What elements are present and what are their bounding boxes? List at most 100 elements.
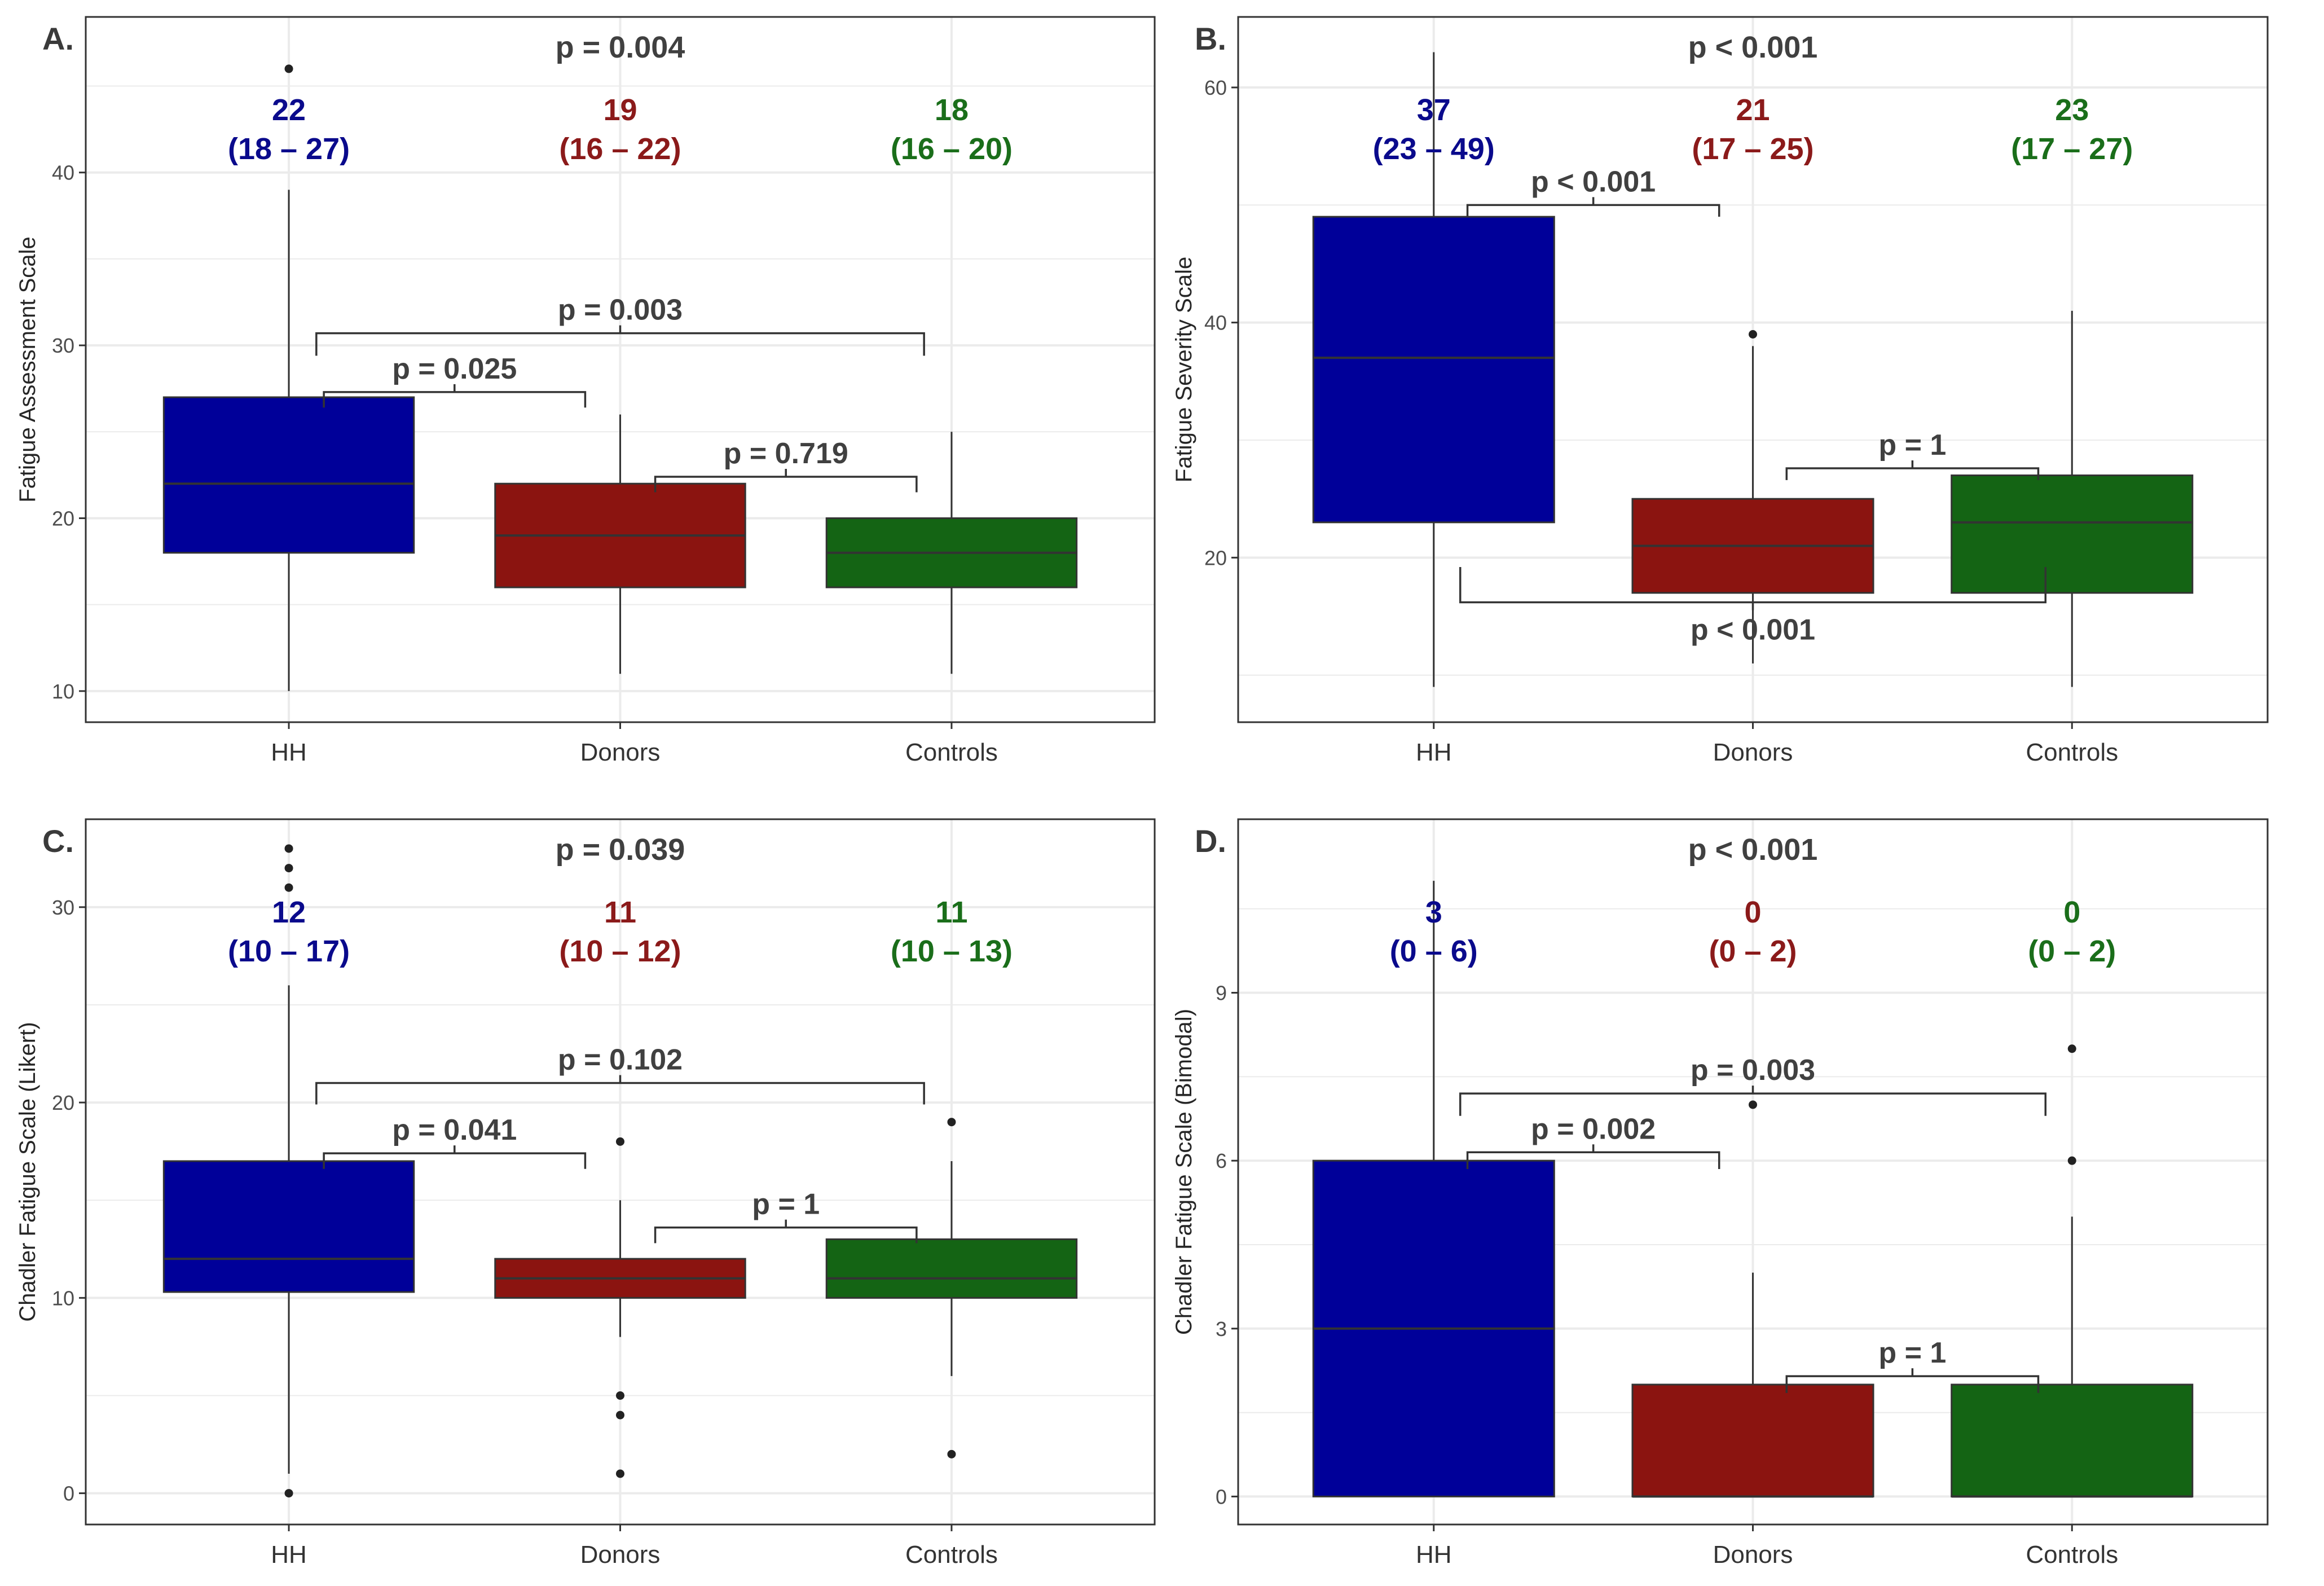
overall-p-value: p = 0.039 (556, 833, 685, 867)
y-tick-label: 0 (63, 1482, 74, 1505)
y-tick-label: 40 (52, 161, 74, 184)
box-hh (162, 844, 415, 1498)
median-label-donors: 11 (604, 895, 636, 929)
median-label-hh: 22 (272, 93, 306, 127)
box-body (1631, 1383, 1874, 1497)
y-axis-title: Chadler Fatigue Scale (Likert) (15, 1022, 40, 1321)
box-donors (494, 414, 746, 674)
median-label-donors: 19 (603, 93, 637, 127)
y-tick-label: 9 (1216, 982, 1227, 1005)
overall-p-value: p < 0.001 (1688, 833, 1818, 867)
iqr-label-donors: (17 – 25) (1692, 132, 1814, 166)
y-tick-label: 0 (1216, 1485, 1227, 1508)
x-tick-label-hh: HH (271, 739, 307, 766)
iqr-label-donors: (0 – 2) (1709, 934, 1797, 968)
outlier-point (616, 1411, 624, 1420)
bracket-line (654, 1219, 918, 1244)
plot-area: p < 0.001 p = 1 p < 0.001 (1238, 17, 2268, 722)
comparison-p-value: p < 0.001 (1531, 165, 1656, 198)
bracket-line (1459, 567, 2047, 610)
bracket-line (1466, 197, 1720, 217)
panel-a: p = 0.025 p = 0.719 p = 0.003 p = 0.004 22 (1… (15, 16, 1156, 766)
bracket-line (1785, 1368, 2040, 1393)
x-tick-label-controls: Controls (2026, 1541, 2118, 1569)
median-label-controls: 0 (2063, 895, 2080, 929)
box-controls (825, 432, 1078, 674)
y-tick-label: 10 (52, 680, 74, 703)
box-controls (1951, 310, 2194, 687)
box-hh (162, 64, 415, 691)
comparison-bracket: p = 0.719 (654, 437, 918, 493)
outlier-point (284, 844, 293, 853)
outlier-point (947, 1118, 956, 1127)
comparison-bracket: p = 1 (1785, 1337, 2040, 1393)
iqr-label-controls: (16 – 20) (891, 132, 1013, 166)
x-tick-label-donors: Donors (1713, 1541, 1793, 1569)
box-hh (1312, 881, 1555, 1497)
x-tick-label-controls: Controls (2026, 739, 2118, 766)
box-body (162, 396, 415, 554)
plot-area: p = 0.025 p = 0.719 p = 0.003 (86, 17, 1155, 722)
overall-p-value: p = 0.004 (556, 30, 685, 64)
outlier-point (1749, 1100, 1757, 1109)
median-label-hh: 12 (272, 895, 306, 929)
box-donors (494, 1137, 746, 1478)
box-body (1951, 475, 2194, 594)
comparison-p-value: p = 1 (1878, 429, 1946, 462)
outlier-point (947, 1449, 956, 1458)
comparison-bracket: p = 0.003 (315, 294, 925, 356)
comparison-bracket: p = 0.041 (323, 1114, 587, 1169)
bracket-line (1785, 460, 2040, 480)
bracket-line (323, 384, 587, 408)
iqr-label-hh: (23 – 49) (1373, 132, 1495, 166)
y-tick-label: 6 (1216, 1149, 1227, 1172)
comparison-p-value: p < 0.001 (1691, 614, 1815, 647)
comparison-bracket: p = 0.102 (315, 1043, 925, 1105)
outlier-point (1749, 330, 1757, 339)
box-hh (1312, 52, 1555, 687)
panel-b: p < 0.001 p = 1 p < 0.001 p < 0.001 37 (23 – … (1172, 16, 2269, 766)
panels: p = 0.025 p = 0.719 p = 0.003 p = 0.004 22 (1… (15, 16, 2269, 1569)
comparison-bracket: p = 1 (654, 1188, 918, 1244)
comparison-bracket: p = 0.003 (1459, 1054, 2047, 1116)
comparison-bracket: p = 0.025 (323, 353, 587, 408)
panel-c: p = 0.041 p = 1 p = 0.102 p = 0.039 12 (10 – … (15, 818, 1156, 1569)
box-body (162, 1160, 415, 1293)
box-body (1312, 216, 1555, 524)
comparison-p-value: p = 0.025 (392, 353, 517, 385)
comparison-p-value: p = 0.002 (1531, 1113, 1656, 1145)
y-tick-label: 30 (52, 334, 74, 357)
x-tick-label-donors: Donors (580, 739, 661, 766)
outlier-point (2067, 1044, 2076, 1053)
median-label-donors: 0 (1744, 895, 1761, 929)
y-axis-title: Fatigue Severity Scale (1172, 257, 1196, 482)
y-tick-label: 60 (1204, 76, 1227, 99)
y-tick-label: 20 (52, 507, 74, 530)
box-donors (1631, 1100, 1874, 1498)
y-tick-label: 3 (1216, 1317, 1227, 1341)
iqr-label-controls: (0 – 2) (2028, 934, 2116, 968)
median-label-hh: 3 (1425, 895, 1442, 929)
comparison-bracket: p = 0.002 (1466, 1113, 1720, 1170)
bracket-line (1466, 1144, 1720, 1170)
outlier-point (616, 1469, 624, 1478)
panel-letter: B. (1195, 21, 1226, 56)
outlier-point (284, 64, 293, 73)
y-tick-label: 30 (52, 896, 74, 919)
median-label-controls: 23 (2055, 93, 2089, 127)
comparison-p-value: p = 0.719 (724, 437, 848, 470)
comparison-p-value: p = 1 (752, 1188, 820, 1221)
outlier-point (616, 1391, 624, 1400)
comparison-bracket: p < 0.001 (1466, 165, 1720, 217)
plot-area: p = 0.041 p = 1 p = 0.102 (86, 819, 1155, 1525)
iqr-label-hh: (18 – 27) (228, 132, 350, 166)
iqr-label-controls: (10 – 13) (891, 934, 1013, 968)
comparison-p-value: p = 1 (1878, 1337, 1946, 1369)
bracket-line (654, 468, 918, 493)
comparison-p-value: p = 0.003 (558, 294, 683, 327)
box-body (825, 1238, 1078, 1299)
median-label-hh: 37 (1417, 93, 1451, 127)
outlier-point (284, 883, 293, 892)
iqr-label-hh: (0 – 6) (1390, 934, 1478, 968)
outlier-point (2067, 1156, 2076, 1165)
